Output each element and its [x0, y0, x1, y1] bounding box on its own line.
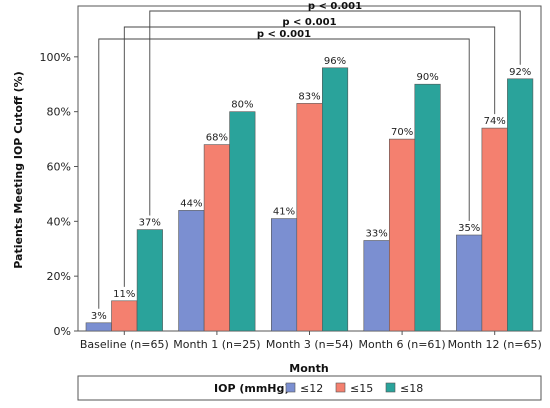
bar	[178, 210, 205, 332]
data-label: 83%	[298, 91, 320, 102]
x-tick-label: Month 1 (n=25)	[173, 338, 260, 351]
y-axis-title: Patients Meeting IOP Cutoff (%)	[12, 71, 25, 268]
bars-group	[85, 67, 534, 332]
bar	[321, 67, 349, 332]
legend-swatch	[385, 382, 396, 393]
data-label: 44%	[180, 198, 202, 209]
bar	[111, 300, 138, 332]
legend: IOP (mmHg) ≤12 ≤15 ≤18	[214, 382, 423, 395]
y-tick-label: 100%	[40, 51, 71, 64]
data-label: 92%	[509, 67, 531, 78]
data-label: 41%	[273, 207, 295, 218]
x-axis: Baseline (n=65) Month 1 (n=25) Month 3 (n=…	[80, 331, 542, 351]
bar	[363, 240, 390, 332]
data-label: 35%	[458, 223, 480, 234]
bar	[481, 127, 508, 332]
significance-bracket	[123, 26, 496, 287]
data-label: 80%	[231, 100, 253, 111]
data-label: 68%	[206, 133, 228, 144]
legend-swatch	[335, 382, 346, 393]
legend-label: ≤15	[350, 382, 373, 395]
data-label: 74%	[484, 116, 506, 127]
significance-bracket	[98, 38, 470, 309]
x-axis-title: Month	[289, 362, 328, 375]
y-axis: 0% 20% 40% 60% 80% 100%	[40, 51, 78, 338]
x-tick-label: Month 6 (n=61)	[358, 338, 445, 351]
significance-bracket	[149, 10, 521, 216]
significance-label: p < 0.001	[308, 1, 362, 12]
bar	[456, 234, 483, 332]
y-tick-label: 40%	[47, 215, 71, 228]
bar	[296, 103, 323, 332]
legend-label: ≤12	[300, 382, 323, 395]
x-tick-label: Month 3 (n=54)	[266, 338, 353, 351]
x-tick-label: Month 12 (n=65)	[448, 338, 542, 351]
legend-frame	[77, 375, 542, 401]
legend-label: ≤18	[400, 382, 423, 395]
data-label: 96%	[324, 56, 346, 67]
data-label: 11%	[113, 289, 135, 300]
bar	[270, 218, 298, 332]
bar	[136, 229, 163, 332]
bar	[507, 78, 534, 332]
data-label: 90%	[416, 72, 438, 83]
bar	[85, 322, 112, 332]
y-tick-label: 20%	[47, 270, 71, 283]
data-label: 33%	[365, 229, 387, 240]
significance-label: p < 0.001	[282, 17, 336, 28]
x-tick-label: Baseline (n=65)	[80, 338, 169, 351]
y-tick-label: 60%	[47, 160, 71, 173]
y-tick-label: 80%	[47, 106, 71, 119]
bar	[203, 144, 230, 332]
data-label: 3%	[91, 311, 107, 322]
y-tick-label: 0%	[54, 325, 71, 338]
significance-label: p < 0.001	[257, 29, 311, 40]
data-label: 70%	[391, 127, 413, 138]
bar	[388, 138, 416, 332]
bar-labels-group: 3% 44% 41% 33% 35% 11% 68% 83% 70% 74% 37% 80% 96% 90…	[91, 56, 531, 322]
legend-swatch	[285, 382, 296, 393]
bar	[414, 83, 441, 332]
legend-title: IOP (mmHg)	[214, 382, 289, 395]
data-label: 37%	[139, 218, 161, 229]
bar	[229, 111, 256, 332]
